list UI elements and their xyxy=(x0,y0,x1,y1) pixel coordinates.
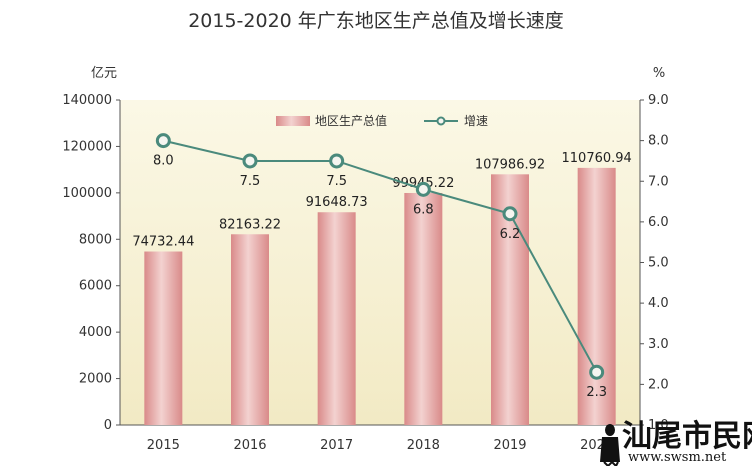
growth-point xyxy=(242,153,258,169)
growth-point xyxy=(502,206,518,222)
left-tick-label: 100000 xyxy=(62,186,112,201)
growth-value-label: 7.5 xyxy=(240,174,261,189)
bar-value-label: 74732.44 xyxy=(132,235,194,250)
x-tick-label: 2016 xyxy=(233,438,266,453)
right-axis-ticks: 1.0 2.0 3.0 4.0 5.0 6.0 7.0 8.0 9.0 xyxy=(640,93,669,433)
bar-value-label: 82163.22 xyxy=(219,217,281,232)
right-tick-label: 3.0 xyxy=(648,337,669,352)
x-tick-label: 2019 xyxy=(493,438,526,453)
right-tick-label: 7.0 xyxy=(648,174,669,189)
watermark: 汕尾市民网 www.swsm.net xyxy=(600,419,752,466)
growth-point xyxy=(155,133,171,149)
x-tick-label: 2018 xyxy=(407,438,440,453)
bar-value-label: 110760.94 xyxy=(562,151,632,166)
left-tick-label: 6000 xyxy=(79,279,112,294)
right-tick-label: 9.0 xyxy=(648,93,669,108)
left-tick-label: 2000 xyxy=(79,372,112,387)
plot-area xyxy=(120,100,640,425)
x-axis-ticks: 2015 2016 2017 2018 2019 2020 xyxy=(147,438,613,453)
left-tick-label: 120000 xyxy=(62,139,112,154)
legend-bar-swatch xyxy=(276,116,310,126)
watermark-text: 汕尾市民网 xyxy=(622,419,752,454)
chart-title: 2015-2020 年广东地区生产总值及增长速度 xyxy=(188,10,564,32)
bar xyxy=(231,234,269,425)
left-axis-unit: 亿元 xyxy=(91,66,117,81)
legend-line-marker xyxy=(436,116,446,126)
line-series: 8.0 7.5 7.5 6.8 6.2 2.3 xyxy=(153,133,607,400)
growth-point xyxy=(415,181,431,197)
left-tick-label: 0 xyxy=(104,418,112,433)
bar-value-label: 91648.73 xyxy=(306,195,368,210)
growth-point xyxy=(589,364,605,380)
right-tick-label: 8.0 xyxy=(648,134,669,149)
right-tick-label: 6.0 xyxy=(648,215,669,230)
growth-value-label: 2.3 xyxy=(586,385,607,400)
right-tick-label: 2.0 xyxy=(648,377,669,392)
growth-line xyxy=(163,139,598,373)
bar xyxy=(577,167,616,425)
bar-series xyxy=(144,167,616,425)
right-tick-label: 4.0 xyxy=(648,296,669,311)
growth-value-label: 6.8 xyxy=(413,202,434,217)
x-tick-label: 2017 xyxy=(320,438,353,453)
right-tick-label: 1.0 xyxy=(648,418,669,433)
legend: 地区生产总值 增速 xyxy=(276,113,488,128)
watermark-url: www.swsm.net xyxy=(628,450,727,465)
legend-bar-label: 地区生产总值 xyxy=(315,113,387,128)
right-tick-label: 5.0 xyxy=(648,256,669,271)
bar-value-label: 107986.92 xyxy=(475,157,545,172)
left-tick-label: 4000 xyxy=(79,325,112,340)
watermark-figure xyxy=(600,424,620,466)
right-axis-unit: % xyxy=(653,66,665,81)
legend-line-label: 增速 xyxy=(464,114,488,128)
bar xyxy=(404,192,443,425)
left-tick-label: 140000 xyxy=(62,93,112,108)
growth-value-label: 8.0 xyxy=(153,154,174,169)
growth-value-label: 6.2 xyxy=(500,227,521,242)
x-tick-label: 2015 xyxy=(147,438,180,453)
growth-value-label: 7.5 xyxy=(326,174,347,189)
growth-point xyxy=(329,153,345,169)
left-tick-label: 8000 xyxy=(79,232,112,247)
left-axis-ticks: 0 2000 4000 6000 8000 100000 120000 140000 xyxy=(62,93,120,433)
bar xyxy=(144,251,183,425)
bar xyxy=(317,212,356,425)
